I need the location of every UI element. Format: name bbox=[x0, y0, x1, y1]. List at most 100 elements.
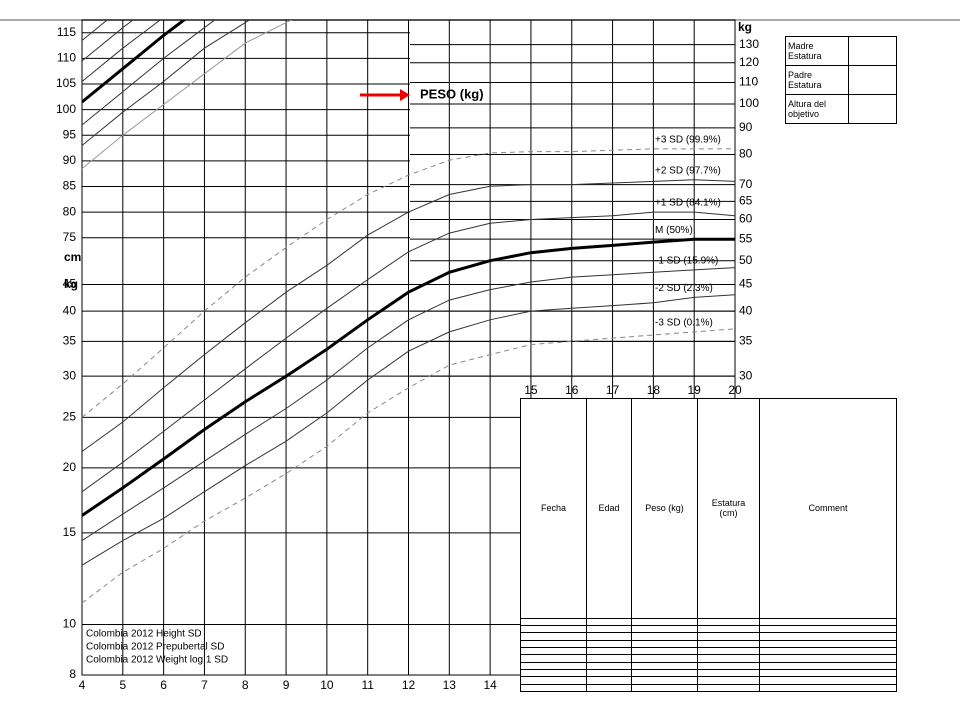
table-cell bbox=[697, 625, 760, 634]
y3-tick-label: 105 bbox=[56, 76, 76, 90]
table-cell bbox=[586, 625, 632, 634]
table-cell bbox=[631, 632, 698, 641]
x-tick-label: 8 bbox=[242, 678, 249, 692]
table-cell bbox=[520, 683, 587, 693]
table-cell bbox=[520, 625, 587, 634]
table-row bbox=[520, 676, 897, 685]
table-cell bbox=[848, 94, 897, 124]
table-cell bbox=[586, 646, 632, 656]
table-cell bbox=[697, 632, 760, 641]
weight-curve bbox=[82, 267, 735, 542]
y2-tick-label: 60 bbox=[739, 212, 753, 226]
table-cell bbox=[520, 668, 587, 678]
table-cell bbox=[759, 646, 897, 656]
annotation-arrowhead bbox=[400, 89, 410, 101]
y2-tick-label: 120 bbox=[739, 55, 759, 69]
kg-unit: kg bbox=[64, 277, 78, 291]
table-cell bbox=[759, 683, 897, 693]
series-label: +1 SD (84.1%) bbox=[655, 198, 721, 209]
y3-tick-label: 85 bbox=[63, 179, 77, 193]
table-cell bbox=[631, 654, 698, 663]
height-curve bbox=[82, 20, 216, 126]
table-row bbox=[520, 654, 897, 663]
table-cell bbox=[697, 639, 760, 649]
series-label: M (50%) bbox=[655, 225, 693, 236]
table-cell bbox=[697, 646, 760, 656]
series-label: -2 SD (2.3%) bbox=[655, 283, 713, 294]
curves bbox=[82, 20, 735, 604]
x-tick-label: 16 bbox=[565, 383, 579, 397]
y2-tick-label: 55 bbox=[739, 231, 753, 245]
table-cell bbox=[520, 617, 587, 627]
table-cell bbox=[697, 617, 760, 627]
table-header: Comment bbox=[759, 398, 897, 619]
table-row bbox=[520, 661, 897, 670]
series-label: -3 SD (0.1%) bbox=[655, 317, 713, 328]
y2-tick-label: 45 bbox=[739, 277, 753, 291]
y-tick-label: 45 bbox=[63, 277, 77, 291]
table-cell bbox=[586, 661, 632, 670]
x-tick-label: 14 bbox=[483, 678, 497, 692]
table-cell bbox=[697, 683, 760, 693]
table-cell bbox=[697, 661, 760, 670]
y3-tick-label: 110 bbox=[57, 51, 76, 65]
y2-tick-label: 70 bbox=[739, 177, 753, 191]
grid bbox=[81, 20, 736, 676]
table-cell: Altura del objetivo bbox=[785, 94, 849, 124]
table-row bbox=[520, 617, 897, 627]
x-tick-label: 6 bbox=[160, 678, 167, 692]
y2-tick-label: 35 bbox=[739, 334, 753, 348]
table-cell bbox=[586, 683, 632, 693]
table-cell bbox=[631, 646, 698, 656]
y2-tick-label: 65 bbox=[739, 194, 753, 208]
table-cell bbox=[697, 676, 760, 685]
weight-curve bbox=[82, 211, 735, 493]
series-label: +3 SD (99.9%) bbox=[655, 135, 721, 146]
series-label: +2 SD (97.7%) bbox=[655, 165, 721, 176]
parents-table: Madre Estatura Padre Estatura Altura del… bbox=[785, 36, 897, 124]
table-cell bbox=[520, 654, 587, 663]
y2-tick-label: 80 bbox=[739, 147, 753, 161]
x-tick-label: 20 bbox=[728, 383, 742, 397]
table-cell bbox=[631, 668, 698, 678]
table-cell bbox=[759, 632, 897, 641]
table-cell: Madre Estatura bbox=[785, 36, 849, 66]
y2-tick-label: 90 bbox=[739, 120, 753, 134]
y3-tick-label: 90 bbox=[63, 153, 77, 167]
table-cell bbox=[848, 36, 897, 66]
table-cell bbox=[759, 617, 897, 627]
y2-tick-label: 130 bbox=[739, 37, 759, 51]
annotation: PESO (kg) bbox=[420, 86, 484, 101]
table-cell bbox=[586, 632, 632, 641]
y-tick-label: 15 bbox=[63, 525, 77, 539]
height-curve bbox=[82, 20, 293, 169]
y3-tick-label: 100 bbox=[56, 102, 76, 116]
table-row bbox=[520, 625, 897, 634]
table-cell bbox=[520, 676, 587, 685]
records-table: Fecha Edad Peso (kg) Estatura (cm) Comme… bbox=[520, 398, 897, 693]
x-tick-label: 15 bbox=[524, 383, 538, 397]
weight-curve bbox=[82, 294, 735, 566]
x-tick-label: 10 bbox=[320, 678, 334, 692]
x-tick-label: 7 bbox=[201, 678, 208, 692]
weight-curve bbox=[82, 179, 735, 452]
y2-tick-label: 40 bbox=[739, 303, 753, 317]
table-cell bbox=[631, 639, 698, 649]
x-tick-label: 5 bbox=[119, 678, 126, 692]
y-tick-label: 40 bbox=[63, 303, 77, 317]
x-tick-label: 13 bbox=[443, 678, 457, 692]
weight-curve bbox=[82, 148, 735, 418]
height-curve bbox=[82, 20, 187, 104]
x-tick-label: 4 bbox=[79, 678, 86, 692]
table-cell bbox=[586, 668, 632, 678]
table-header: Edad bbox=[586, 398, 632, 619]
table-row bbox=[520, 683, 897, 693]
table-cell bbox=[759, 625, 897, 634]
x-tick-label: 17 bbox=[606, 383, 620, 397]
y3-tick-label: 95 bbox=[63, 127, 77, 141]
y-tick-label: 20 bbox=[63, 460, 77, 474]
y3-tick-label: 80 bbox=[63, 204, 77, 218]
y-tick-label: 35 bbox=[63, 334, 77, 348]
table-row bbox=[520, 632, 897, 641]
